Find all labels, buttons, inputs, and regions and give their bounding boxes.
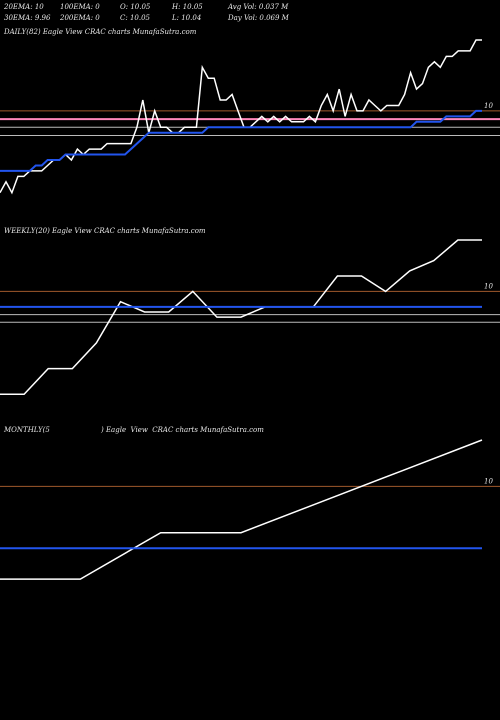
ema20-label: 20EMA: 10: [4, 3, 44, 11]
monthly-price-line: [0, 439, 483, 580]
monthly-ytick-label: 10: [484, 477, 493, 485]
high-label: H: 10.05: [172, 3, 203, 11]
daily-panel-label: DAILY(82) Eagle View CRAC charts MunafaS…: [4, 28, 197, 36]
avg-vol-label: Avg Vol: 0.037 M: [228, 3, 289, 11]
monthly-panel-label: MONTHLY(5 ) Eagle View CRAC charts Munaf…: [4, 426, 264, 434]
daily-chart: 10: [0, 39, 500, 195]
daily-ytick-label: 10: [484, 102, 493, 110]
weekly-panel-label: WEEKLY(20) Eagle View CRAC charts Munafa…: [4, 227, 206, 235]
ema100-label: 100EMA: 0: [60, 3, 100, 11]
daily-ema-line: [0, 109, 482, 172]
monthly-chart: 10: [0, 439, 500, 580]
open-label: O: 10.05: [120, 3, 151, 11]
weekly-ytick-label: 10: [484, 282, 493, 290]
ema200-label: 200EMA: 0: [60, 14, 100, 22]
daily-price-line: [0, 39, 482, 195]
weekly-price-line: [0, 239, 482, 396]
close-label: C: 10.05: [120, 14, 150, 22]
low-label: L: 10.04: [172, 14, 202, 22]
weekly-chart: 10: [0, 239, 500, 396]
day-vol-label: Day Vol: 0.069 M: [228, 14, 289, 22]
ema30-label: 30EMA: 9.96: [4, 14, 51, 22]
